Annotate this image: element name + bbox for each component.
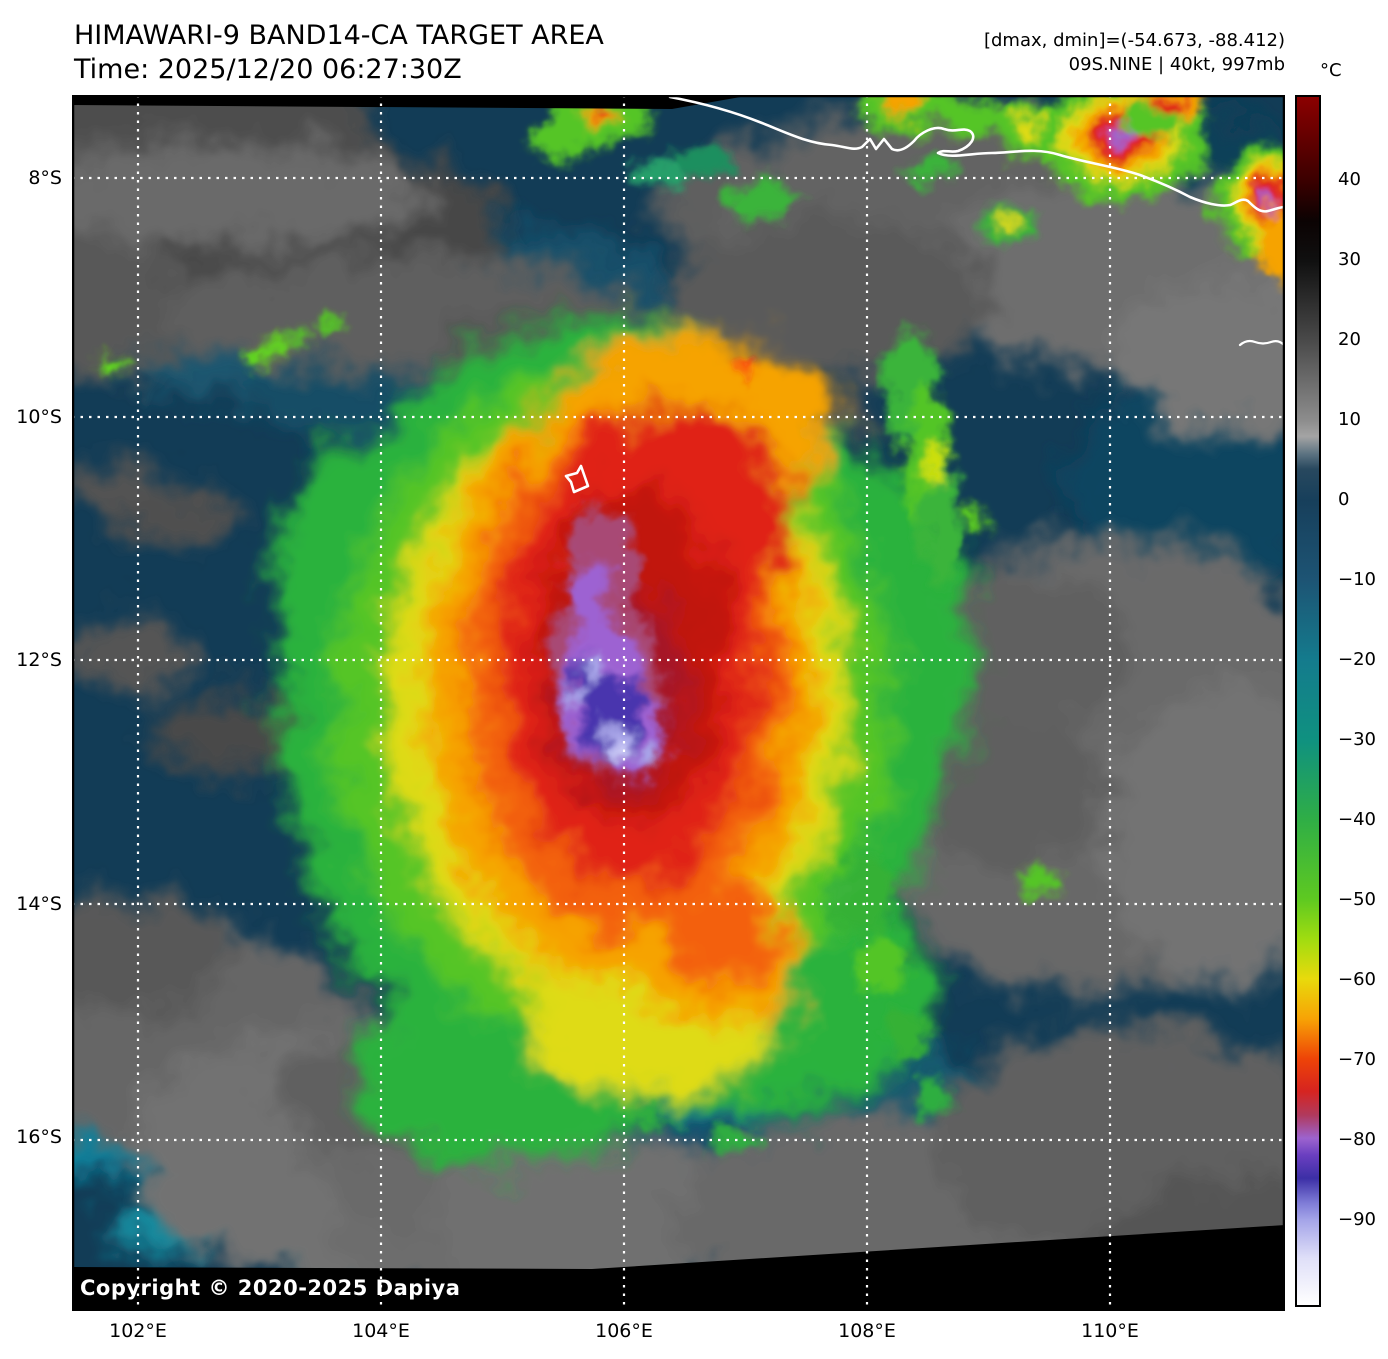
storm-cold-core [547,505,667,778]
dmax-dmin-annotation: [dmax, dmin]=(-54.673, -88.412) [983,30,1285,51]
colorbar-tick: −50 [1338,889,1376,910]
nodata-top-wedge [72,95,752,109]
copyright-label: Copyright © 2020-2025 Dapiya [80,1276,461,1300]
lat-label: 8°S [28,167,62,189]
colorbar-unit-label: °C [1320,60,1342,81]
map-frame [71,94,1286,1312]
lon-label: 110°E [1081,1320,1139,1342]
storm-info-annotation: 09S.NINE | 40kt, 997mb [1068,54,1285,75]
island-coastline [1238,339,1285,348]
coastline [668,95,1285,213]
satellite-map-area [71,94,1286,1312]
lon-label: 108°E [838,1320,896,1342]
lat-label: 10°S [16,406,62,428]
lat-label: 12°S [16,649,62,671]
colorbar-tick: 20 [1338,329,1361,350]
colorbar-tick: −10 [1338,569,1376,590]
tropical-cyclone-marker-icon [564,464,590,494]
lon-label: 104°E [352,1320,410,1342]
lon-label: 106°E [595,1320,653,1342]
lat-label: 16°S [16,1126,62,1148]
lon-label: 102°E [109,1320,167,1342]
colorbar-tick: −90 [1338,1209,1376,1230]
colorbar-tick: 30 [1338,249,1361,270]
colorbar-tick: −40 [1338,809,1376,830]
graticule [72,95,1285,1311]
timestamp-label: Time: 2025/12/20 06:27:30Z [74,54,462,85]
colorbar-tick: 10 [1338,409,1361,430]
colorbar-tick: −30 [1338,729,1376,750]
colorbar-tick: 0 [1338,489,1350,510]
colorbar-tick: 40 [1338,169,1361,190]
nodata-bottom-wedge [72,1225,1285,1311]
colorbar-tick: −70 [1338,1049,1376,1070]
page-title: HIMAWARI-9 BAND14-CA TARGET AREA [74,20,604,51]
colorbar-tick: −80 [1338,1129,1376,1150]
colorbar-tick: −20 [1338,649,1376,670]
temperature-colorbar [1295,95,1321,1307]
lat-label: 14°S [16,893,62,915]
colorbar-tick: −60 [1338,969,1376,990]
satellite-image [71,94,1286,1312]
